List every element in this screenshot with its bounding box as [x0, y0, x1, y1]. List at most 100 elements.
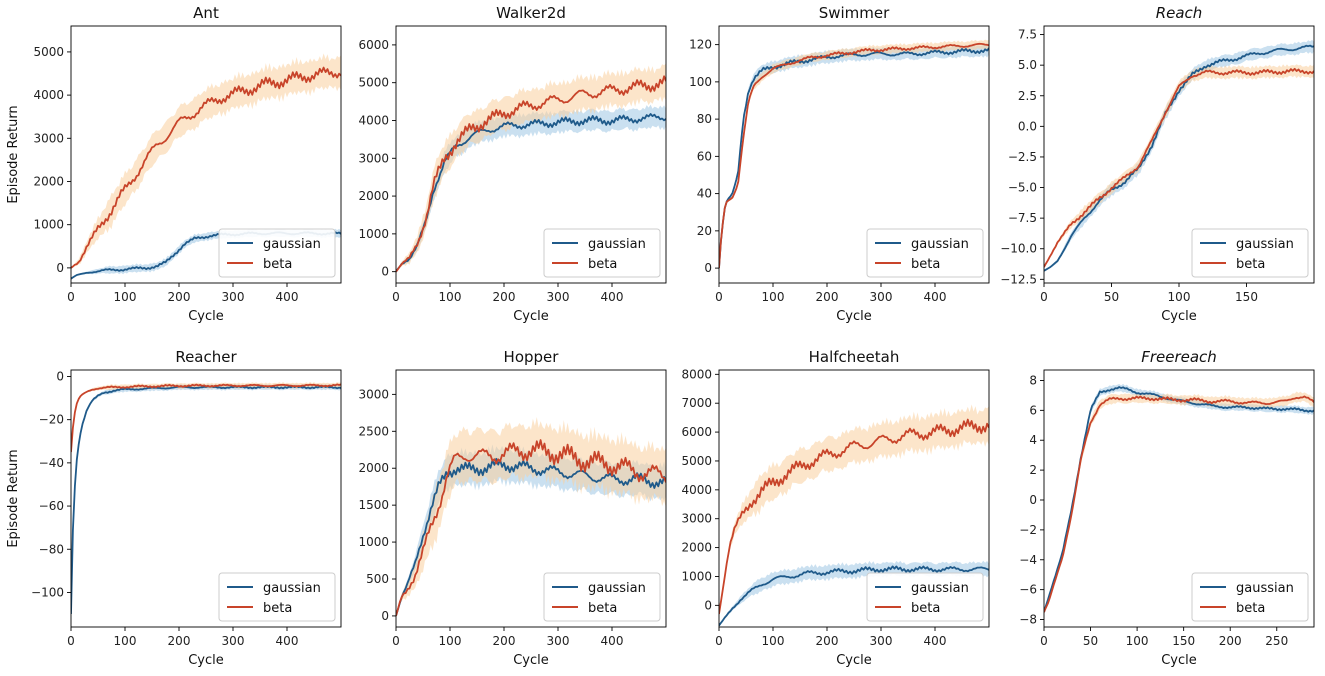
y-tick-label: 2.5 [1018, 89, 1037, 103]
x-tick-label: 300 [222, 634, 245, 648]
y-tick-label: −2.5 [1008, 150, 1037, 164]
legend-label-gaussian: gaussian [1236, 581, 1294, 596]
y-axis-label: Episode Return [6, 105, 21, 203]
y-tick-label: 2000 [33, 174, 64, 188]
x-tick-label: 50 [1083, 634, 1098, 648]
chart-title: Reacher [175, 348, 237, 366]
x-axis-label: Cycle [836, 653, 872, 668]
plot-area [719, 39, 989, 269]
x-tick-label: 150 [1172, 634, 1195, 648]
legend-label-beta: beta [263, 257, 292, 272]
x-tick-label: 400 [924, 634, 947, 648]
y-tick-label: −10.0 [1000, 242, 1037, 256]
y-tick-label: 0 [704, 261, 712, 275]
y-tick-label: 0 [381, 609, 389, 623]
y-tick-label: 0 [704, 598, 712, 612]
x-axis-label: Cycle [1161, 309, 1197, 324]
y-tick-label: −20 [39, 413, 64, 427]
legend-label-gaussian: gaussian [588, 237, 646, 252]
x-tick-label: 0 [1040, 290, 1048, 304]
y-tick-label: −4 [1019, 553, 1037, 567]
x-tick-label: 300 [870, 634, 893, 648]
y-tick-label: 4 [1029, 433, 1037, 447]
legend: gaussian beta [866, 228, 984, 278]
legend-box [543, 572, 661, 622]
y-tick-label: 3000 [681, 512, 712, 526]
legend-box [218, 228, 336, 278]
x-tick-label: 400 [276, 634, 299, 648]
chart-panel-halfcheetah: 0 100 200 300 400010002000300040005000600070… [681, 348, 990, 668]
legend-box [1191, 228, 1309, 278]
chart-panel-freereach: 0 50 100 150 200 250 −8 −6 −4 −2 0 2 4 6 8 Freereach Cyc… [1019, 348, 1315, 668]
y-tick-label: 3000 [33, 131, 64, 145]
legend-label-beta: beta [911, 257, 940, 272]
x-tick-label: 300 [222, 290, 245, 304]
axes-frame [1043, 369, 1315, 628]
y-tick-label: −7.5 [1008, 211, 1037, 225]
line-gaussian [719, 47, 989, 269]
y-tick-label: 5.0 [1018, 58, 1037, 72]
x-tick-label: 0 [67, 634, 75, 648]
plot-area [396, 417, 666, 617]
x-tick-label: 300 [547, 290, 570, 304]
y-tick-label: 0 [1029, 493, 1037, 507]
line-beta [1044, 67, 1314, 268]
line-beta [1044, 395, 1314, 613]
y-tick-label: −6 [1019, 583, 1037, 597]
band-beta [719, 404, 989, 614]
y-tick-label: 0 [381, 265, 389, 279]
line-beta [396, 75, 666, 273]
legend: gaussian beta [543, 228, 661, 278]
chart-panel-hopper: 0 100 200 300 400 0 500 1000 1500 2000 2500 3000 Hop… [358, 348, 667, 668]
y-tick-label: −8 [1019, 613, 1037, 627]
x-tick-label: 100 [114, 290, 137, 304]
x-tick-label: 100 [114, 634, 137, 648]
plot-area [719, 404, 989, 627]
x-axis-label: Cycle [188, 653, 224, 668]
legend-label-beta: beta [1236, 257, 1265, 272]
y-tick-label: 2500 [358, 424, 389, 438]
y-tick-label: 120 [689, 38, 712, 52]
y-tick-label: 3000 [358, 387, 389, 401]
x-tick-label: 300 [870, 290, 893, 304]
legend-label-gaussian: gaussian [588, 581, 646, 596]
y-tick-label: −12.5 [1000, 272, 1037, 286]
x-tick-label: 0 [392, 634, 400, 648]
x-tick-label: 250 [1265, 634, 1288, 648]
plot-area [396, 63, 666, 273]
legend-label-gaussian: gaussian [263, 237, 321, 252]
y-tick-label: 0.0 [1018, 119, 1037, 133]
x-tick-label: 200 [493, 634, 516, 648]
x-tick-label: 200 [1219, 634, 1242, 648]
x-axis-label: Cycle [513, 653, 549, 668]
y-tick-label: 5000 [358, 76, 389, 90]
legend: gaussian beta [1191, 572, 1309, 622]
y-tick-label: −2 [1019, 523, 1037, 537]
legend-box [866, 572, 984, 622]
legend-box [543, 228, 661, 278]
legend: gaussian beta [543, 572, 661, 622]
y-tick-label: 7000 [681, 396, 712, 410]
x-tick-label: 100 [762, 634, 785, 648]
x-tick-label: 150 [1235, 290, 1258, 304]
x-tick-label: 400 [924, 290, 947, 304]
y-tick-label: 4000 [358, 113, 389, 127]
legend: gaussian beta [218, 572, 336, 622]
y-tick-label: 1000 [33, 218, 64, 232]
plot-area [1044, 39, 1314, 272]
y-tick-label: 60 [697, 149, 712, 163]
chart-title: Ant [193, 4, 219, 22]
legend-label-gaussian: gaussian [1236, 237, 1294, 252]
chart-title: Walker2d [496, 4, 566, 22]
y-tick-label: 1000 [358, 535, 389, 549]
x-axis-label: Cycle [513, 309, 549, 324]
chart-title: Hopper [504, 348, 560, 366]
x-tick-label: 200 [168, 634, 191, 648]
y-axis-label: Episode Return [6, 449, 21, 547]
y-tick-label: −5.0 [1008, 181, 1037, 195]
y-tick-label: −60 [39, 499, 64, 513]
y-tick-label: 6 [1029, 403, 1037, 417]
chart-title: Halfcheetah [809, 348, 900, 366]
legend: gaussian beta [1191, 228, 1309, 278]
y-tick-label: 0 [56, 369, 64, 383]
